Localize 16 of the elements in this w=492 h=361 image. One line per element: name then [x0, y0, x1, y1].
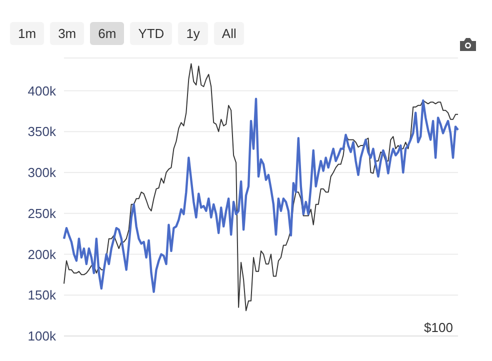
text: YTD — [130, 22, 172, 45]
text: 6m — [90, 22, 124, 45]
y-tick-label: 200k — [28, 246, 56, 262]
y-tick-label: 300k — [28, 165, 56, 180]
y-tick-label: 400k — [28, 83, 56, 98]
text: 3m — [50, 22, 84, 45]
text: 1y — [178, 22, 208, 45]
text: 1m — [10, 22, 44, 45]
y-tick-label: 150k — [28, 288, 56, 303]
text: All — [214, 22, 244, 45]
y-tick-label: 350k — [28, 124, 56, 140]
y-tick-label: 250k — [28, 206, 56, 221]
line-series — [62, 98, 460, 293]
annotation: $100 — [424, 320, 453, 335]
y-tick-label: 100k — [28, 328, 56, 344]
line-series — [64, 63, 458, 312]
